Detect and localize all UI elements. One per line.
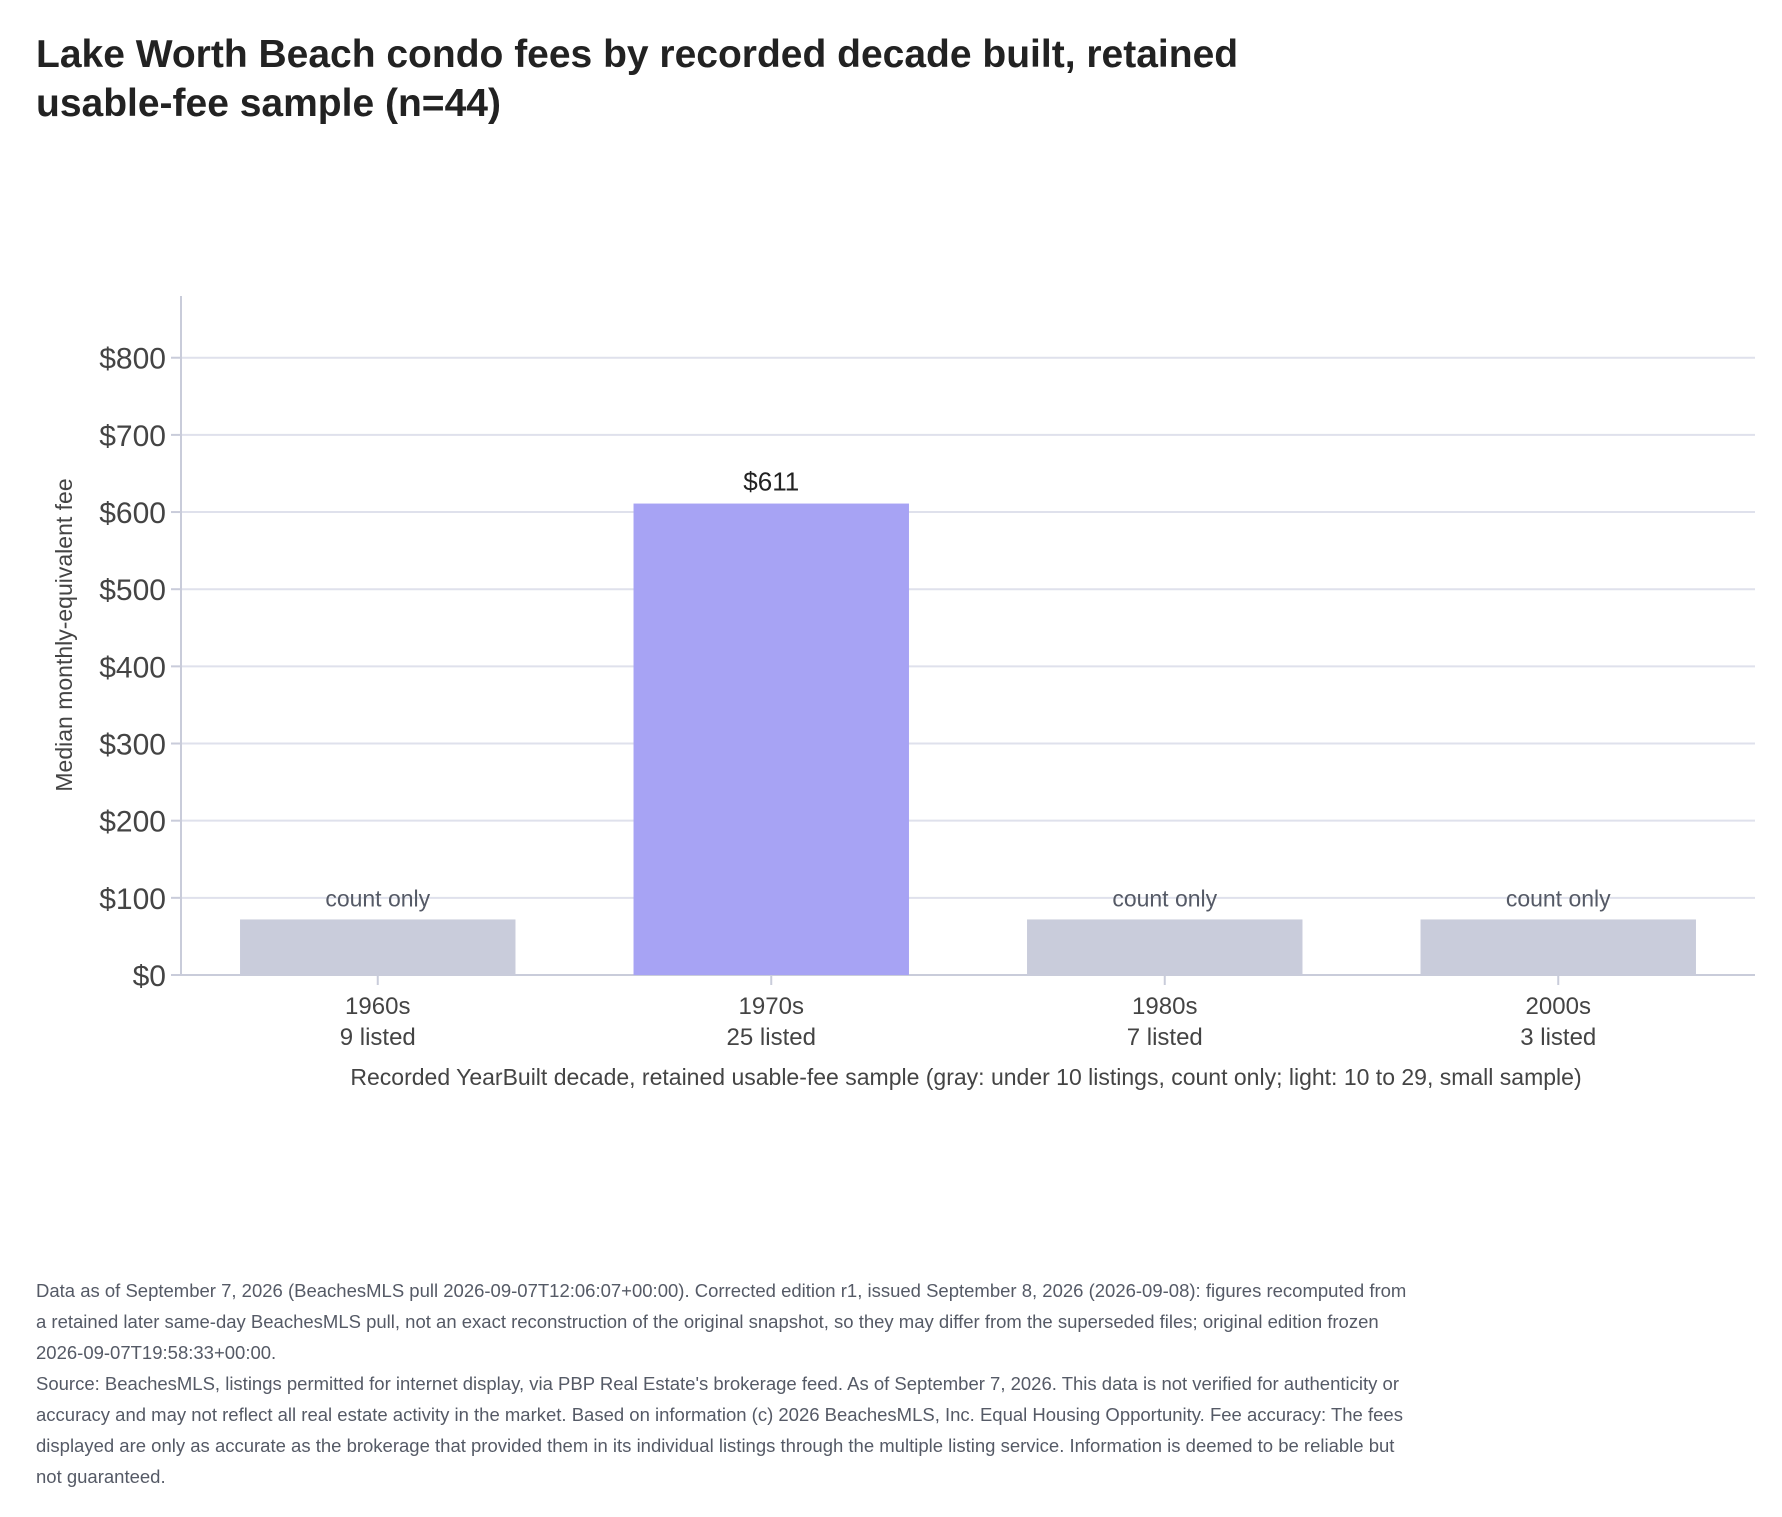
- bar-label: count only: [1506, 885, 1611, 911]
- x-tick-label: 1980s: [1132, 993, 1197, 1020]
- x-count-label: 9 listed: [340, 1024, 416, 1051]
- bar-label: count only: [325, 885, 430, 911]
- x-tick-label: 2000s: [1526, 993, 1591, 1020]
- bars: [240, 503, 1696, 975]
- bar-label: $611: [743, 467, 799, 497]
- y-tick-label: $300: [99, 729, 166, 762]
- x-count-label: 25 listed: [727, 1024, 816, 1051]
- bar-1980s: [1027, 919, 1303, 975]
- footnote-edition: Data as of September 7, 2026 (BeachesMLS…: [36, 1280, 1407, 1363]
- y-axis-title: Median monthly-equivalent fee: [51, 478, 77, 791]
- bar-2000s: [1420, 919, 1696, 975]
- chart-title: Lake Worth Beach condo fees by recorded …: [36, 33, 1239, 125]
- y-tick-label: $500: [99, 574, 166, 607]
- axes: [171, 296, 1755, 985]
- gridlines: [181, 356, 1755, 899]
- y-tick-label: $100: [99, 883, 166, 916]
- bar-1970s: [633, 503, 909, 975]
- x-count-label: 3 listed: [1520, 1024, 1596, 1051]
- y-tick-label: $800: [99, 343, 166, 376]
- x-tick-label: 1970s: [739, 993, 804, 1020]
- bar-label: count only: [1112, 885, 1217, 911]
- x-tick-label: 1960s: [345, 993, 410, 1020]
- labels: $0 $100 $200 $300 $400 $500 $600 $700 $800 count …: [99, 343, 1611, 1051]
- x-count-label: 7 listed: [1127, 1024, 1203, 1051]
- y-tick-label: $700: [99, 420, 166, 453]
- footnote-source: Source: BeachesMLS, listings permitted f…: [36, 1373, 1403, 1487]
- bar-1960s: [240, 919, 516, 975]
- footnote: Data as of September 7, 2026 (BeachesMLS…: [36, 1275, 1416, 1492]
- y-tick-label: $400: [99, 651, 166, 684]
- bar-chart: $0 $100 $200 $300 $400 $500 $600 $700 $800 count …: [51, 296, 1755, 1090]
- y-tick-label: $600: [99, 497, 166, 530]
- y-tick-label: $0: [133, 960, 166, 993]
- y-tick-label: $200: [99, 806, 166, 839]
- x-axis-title: Recorded YearBuilt decade, retained usab…: [350, 1064, 1581, 1090]
